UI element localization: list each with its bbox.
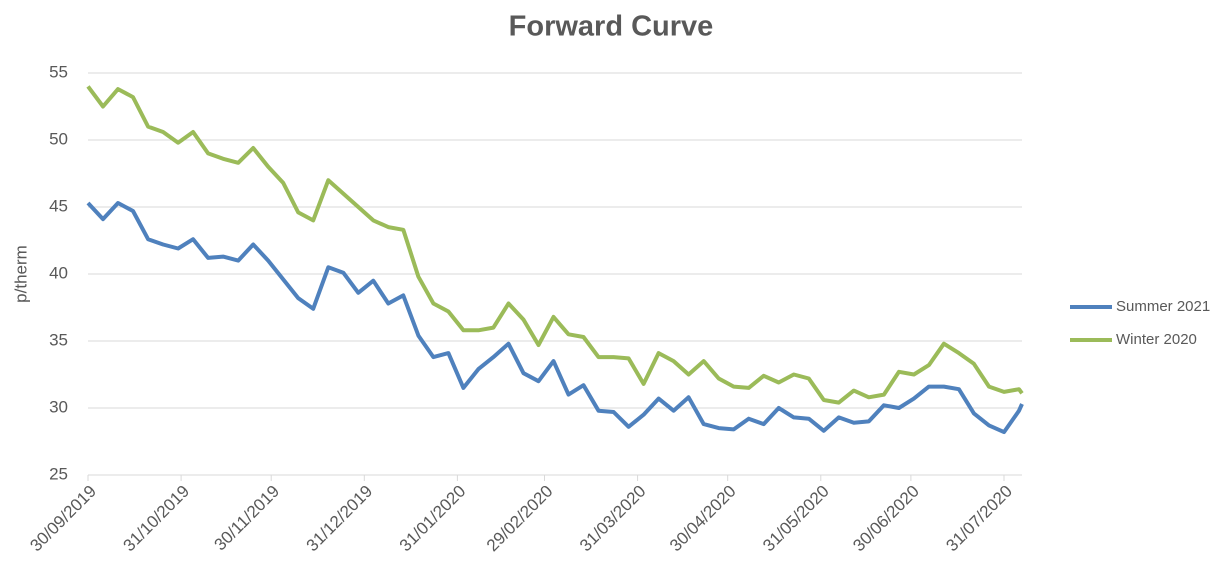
x-tick-label: 30/06/2020 — [849, 482, 923, 556]
y-tick-label: 55 — [49, 62, 68, 81]
x-tick-label: 31/05/2020 — [759, 482, 833, 556]
x-tick-label: 30/11/2019 — [210, 482, 283, 555]
x-tick-label: 31/03/2020 — [576, 482, 650, 556]
x-tick-label: 31/07/2020 — [942, 482, 1016, 556]
y-tick-label: 45 — [49, 196, 68, 215]
y-tick-label: 40 — [49, 263, 68, 282]
y-axis-label: p/therm — [11, 245, 30, 303]
chart-title: Forward Curve — [509, 11, 714, 43]
x-tick-label: 31/12/2019 — [303, 482, 377, 556]
legend-label: Winter 2020 — [1116, 331, 1197, 348]
y-tick-label: 50 — [49, 129, 68, 148]
series-line — [86, 85, 1024, 405]
y-tick-label: 25 — [49, 464, 68, 483]
x-tick-label: 29/02/2020 — [483, 482, 557, 556]
x-tick-label: 31/01/2020 — [396, 482, 470, 556]
y-tick-label: 30 — [49, 397, 68, 416]
x-tick-label: 30/09/2019 — [26, 482, 100, 556]
y-tick-label: 35 — [49, 330, 68, 349]
x-tick-label: 31/10/2019 — [119, 482, 193, 556]
x-tick-label: 30/04/2020 — [666, 482, 740, 556]
series-line — [86, 201, 1024, 435]
legend-label: Summer 2021 — [1116, 298, 1210, 315]
